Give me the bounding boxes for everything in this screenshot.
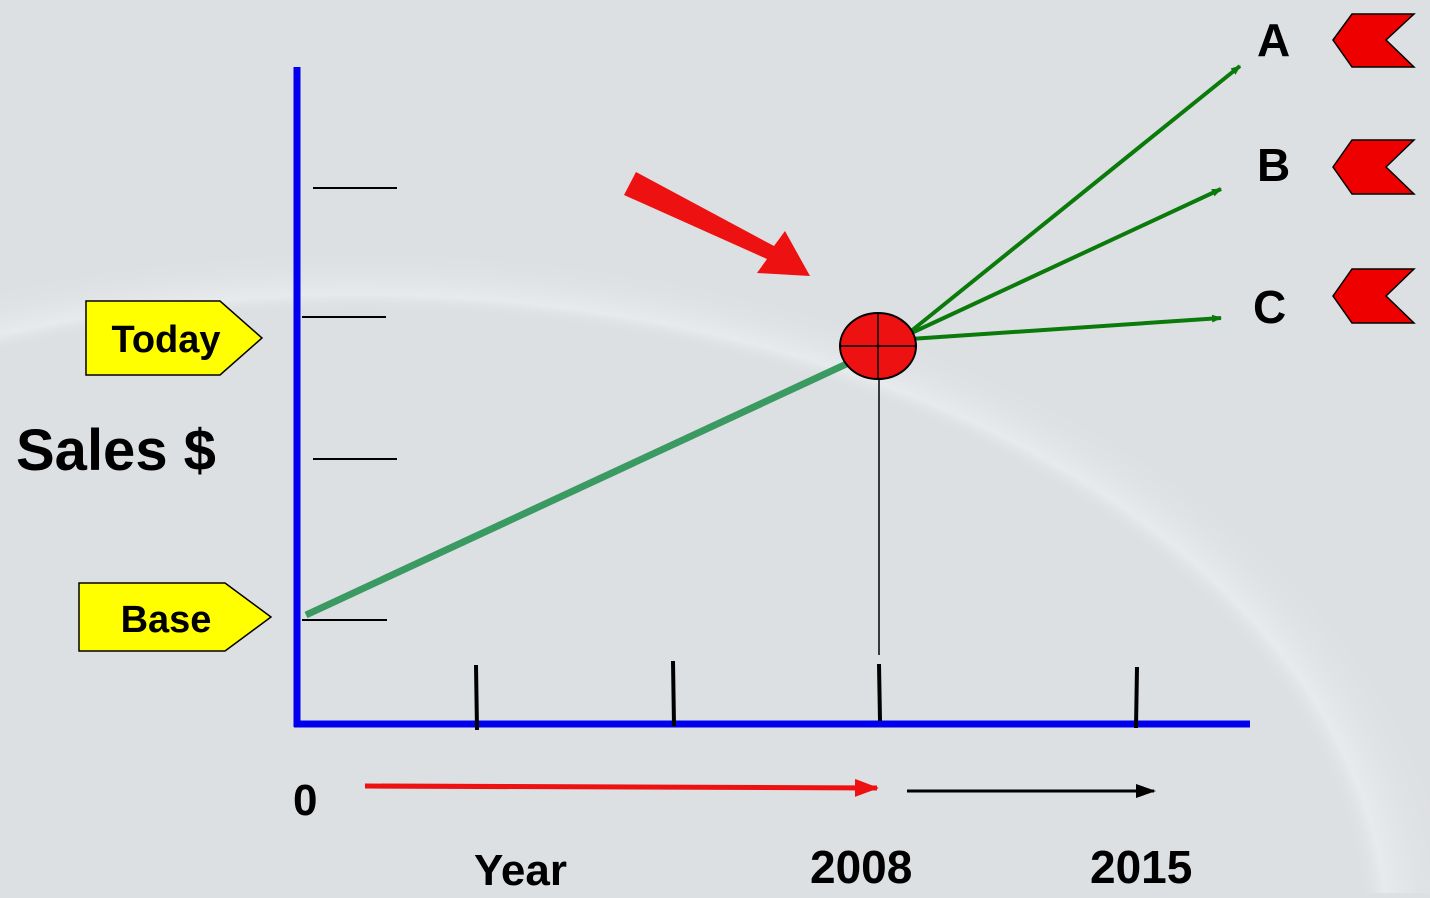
x-axis-label: Year <box>474 846 567 893</box>
scenario-b-label: B <box>1257 139 1290 191</box>
base-callout: Base <box>78 582 273 652</box>
projection-arrow-a <box>903 64 1242 338</box>
x-tick <box>1134 666 1139 729</box>
projection-arrow-c <box>909 314 1222 341</box>
scenario-a-label: A <box>1257 14 1290 66</box>
today-label: Today <box>111 319 220 361</box>
timeline-arrow-past <box>364 778 879 797</box>
year-2008-label: 2008 <box>810 841 912 893</box>
current-point-marker <box>839 312 917 380</box>
flag-b-icon <box>1332 139 1416 195</box>
year-2015-label: 2015 <box>1090 841 1192 893</box>
flag-a-icon <box>1332 13 1416 68</box>
scenario-c-label: C <box>1253 281 1286 333</box>
projection-arrow-b <box>904 187 1222 338</box>
today-callout: Today <box>85 300 264 376</box>
base-label: Base <box>121 599 212 641</box>
x-tick <box>877 663 882 722</box>
origin-label: 0 <box>293 776 317 825</box>
pointer-arrow-icon <box>624 172 810 276</box>
x-tick <box>474 664 479 731</box>
y-axis-label: Sales $ <box>16 418 216 483</box>
x-tick <box>671 660 676 727</box>
trend-line <box>304 356 857 619</box>
flag-c-icon <box>1332 268 1416 324</box>
